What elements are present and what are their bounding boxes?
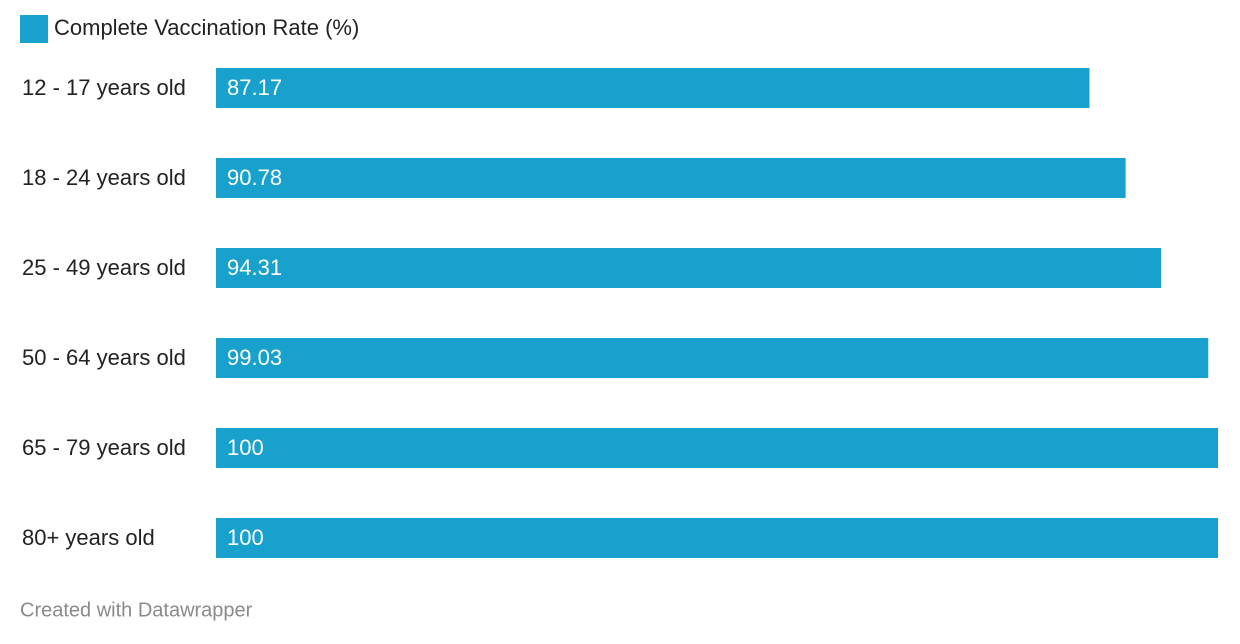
value-label: 100 [227, 525, 264, 550]
category-label: 50 - 64 years old [22, 345, 186, 370]
value-label: 90.78 [227, 165, 282, 190]
bar [216, 68, 1090, 108]
bar [216, 338, 1209, 378]
value-label: 87.17 [227, 75, 282, 100]
category-label: 65 - 79 years old [22, 435, 186, 460]
category-label: 18 - 24 years old [22, 165, 186, 190]
legend-swatch [20, 15, 48, 43]
category-label: 12 - 17 years old [22, 75, 186, 100]
value-label: 94.31 [227, 255, 282, 280]
bar [216, 158, 1126, 198]
credit: Created with Datawrapper [20, 599, 253, 621]
legend-label: Complete Vaccination Rate (%) [54, 15, 359, 40]
category-label: 80+ years old [22, 525, 155, 550]
value-label: 99.03 [227, 345, 282, 370]
bar [216, 518, 1218, 558]
category-label: 25 - 49 years old [22, 255, 186, 280]
bar [216, 428, 1218, 468]
bar [216, 248, 1161, 288]
value-label: 100 [227, 435, 264, 460]
